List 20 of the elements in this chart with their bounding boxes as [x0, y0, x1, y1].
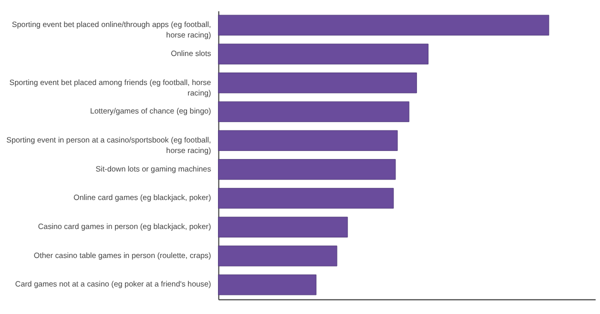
bar — [218, 44, 428, 64]
bar — [218, 101, 410, 122]
bar — [218, 14, 550, 36]
y-tick-label: Sit-down lots or gaming machines — [96, 164, 212, 174]
y-tick-label: Lottery/games of chance (eg bingo) — [90, 106, 212, 116]
y-tick-label: Online slots — [170, 48, 212, 58]
y-tick-label: Sporting event bet placed among friends (eg football, horse racing) — [9, 78, 212, 98]
bar — [218, 130, 398, 151]
y-tick-label: Sporting event bet placed online/through apps (eg football, horse racing) — [12, 20, 212, 40]
y-tick-label: Online card games (eg blackjack, poker) — [73, 193, 212, 202]
y-tick-label: Sporting event in person at a casino/sportsbook (eg football, horse racing) — [6, 136, 212, 156]
bar — [218, 274, 316, 296]
y-tick-label: Other casino table games in person (roulette, craps) — [34, 250, 212, 260]
y-tick-label: Card games not at a casino (eg poker at a friend's house) — [15, 280, 212, 289]
y-tick-label: Casino card games in person (eg blackjack, poker) — [38, 222, 212, 232]
bar — [218, 188, 394, 209]
bar — [218, 72, 417, 94]
bar — [218, 159, 396, 180]
bar — [218, 246, 338, 266]
bar — [218, 216, 348, 238]
